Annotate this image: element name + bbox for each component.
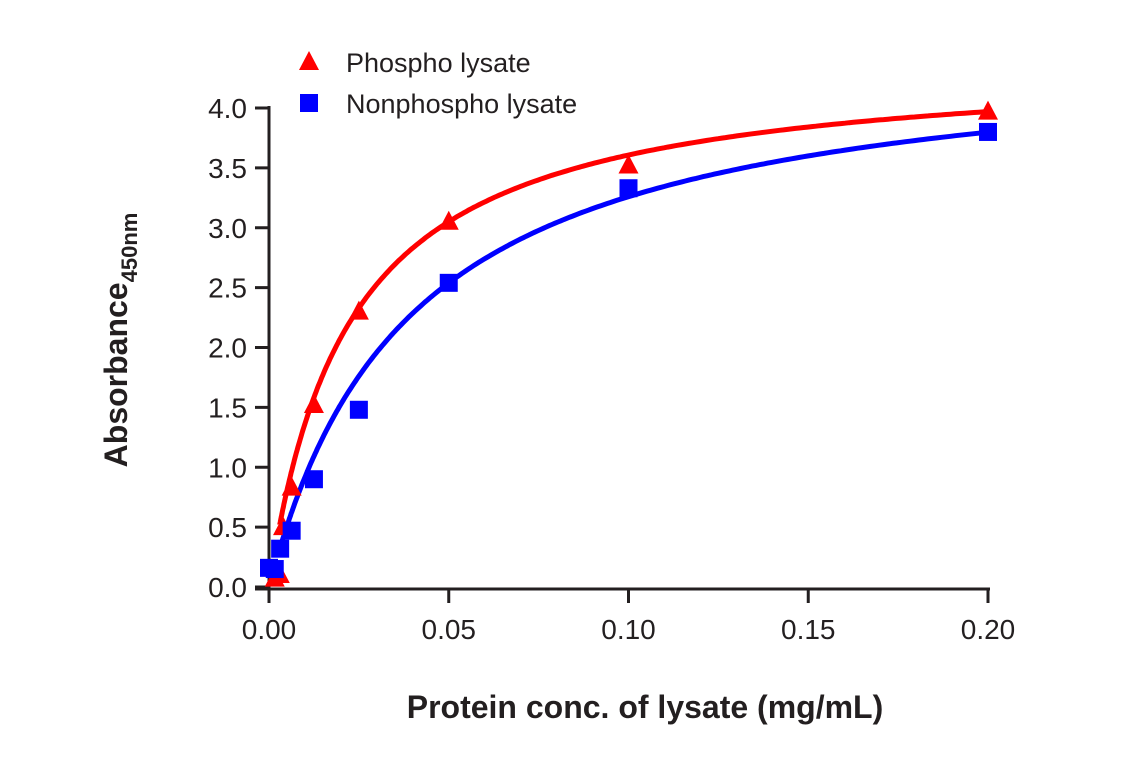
legend-marker-square	[300, 94, 318, 112]
data-point	[438, 210, 459, 230]
legend-label: Phospho lysate	[346, 48, 531, 78]
x-tick-label: 0.10	[601, 614, 656, 645]
x-tick-label: 0.15	[781, 614, 836, 645]
data-point	[978, 100, 998, 120]
x-tick-label: 0.00	[242, 614, 297, 645]
data-points	[260, 100, 998, 587]
fit-curves	[277, 109, 989, 551]
data-point	[304, 470, 323, 489]
data-point	[348, 300, 369, 320]
y-tick-label: 1.5	[208, 392, 247, 423]
fit-curve-nonphospho	[277, 129, 989, 551]
y-axis-label: Absorbance450nm	[98, 213, 142, 468]
axes: 0.00 0.05 0.10 0.15 0.20 0.0 0.5 1.0 1.5 2.0 2.5 3.…	[208, 93, 1015, 645]
data-point	[349, 400, 368, 419]
data-point	[281, 476, 302, 496]
data-point	[439, 273, 458, 292]
y-tick-label: 2.0	[208, 333, 247, 364]
y-tick-label: 3.0	[208, 213, 247, 244]
data-point	[618, 154, 639, 174]
y-tick-label: 3.5	[208, 153, 247, 184]
x-tick-label: 0.20	[961, 614, 1016, 645]
y-axis-label-main: Absorbance	[98, 282, 134, 467]
legend-marker-triangle	[299, 51, 319, 70]
data-point	[303, 393, 324, 413]
y-tick-label: 4.0	[208, 93, 247, 124]
y-tick-label: 2.5	[208, 273, 247, 304]
y-tick-label: 1.0	[208, 452, 247, 483]
data-point	[265, 560, 284, 579]
y-tick-label: 0.5	[208, 512, 247, 543]
y-tick-label: 0.0	[208, 572, 247, 603]
data-point	[282, 521, 301, 540]
y-axis-label-subscript: 450nm	[117, 213, 142, 283]
data-point	[271, 539, 290, 558]
x-tick-label: 0.05	[422, 614, 477, 645]
x-axis-label: Protein conc. of lysate (mg/mL)	[407, 689, 884, 725]
data-point	[979, 122, 997, 141]
legend: Phospho lysate Nonphospho lysate	[299, 48, 577, 119]
legend-label: Nonphospho lysate	[346, 89, 577, 119]
data-point	[619, 179, 638, 198]
fit-curve-phospho	[277, 109, 989, 526]
